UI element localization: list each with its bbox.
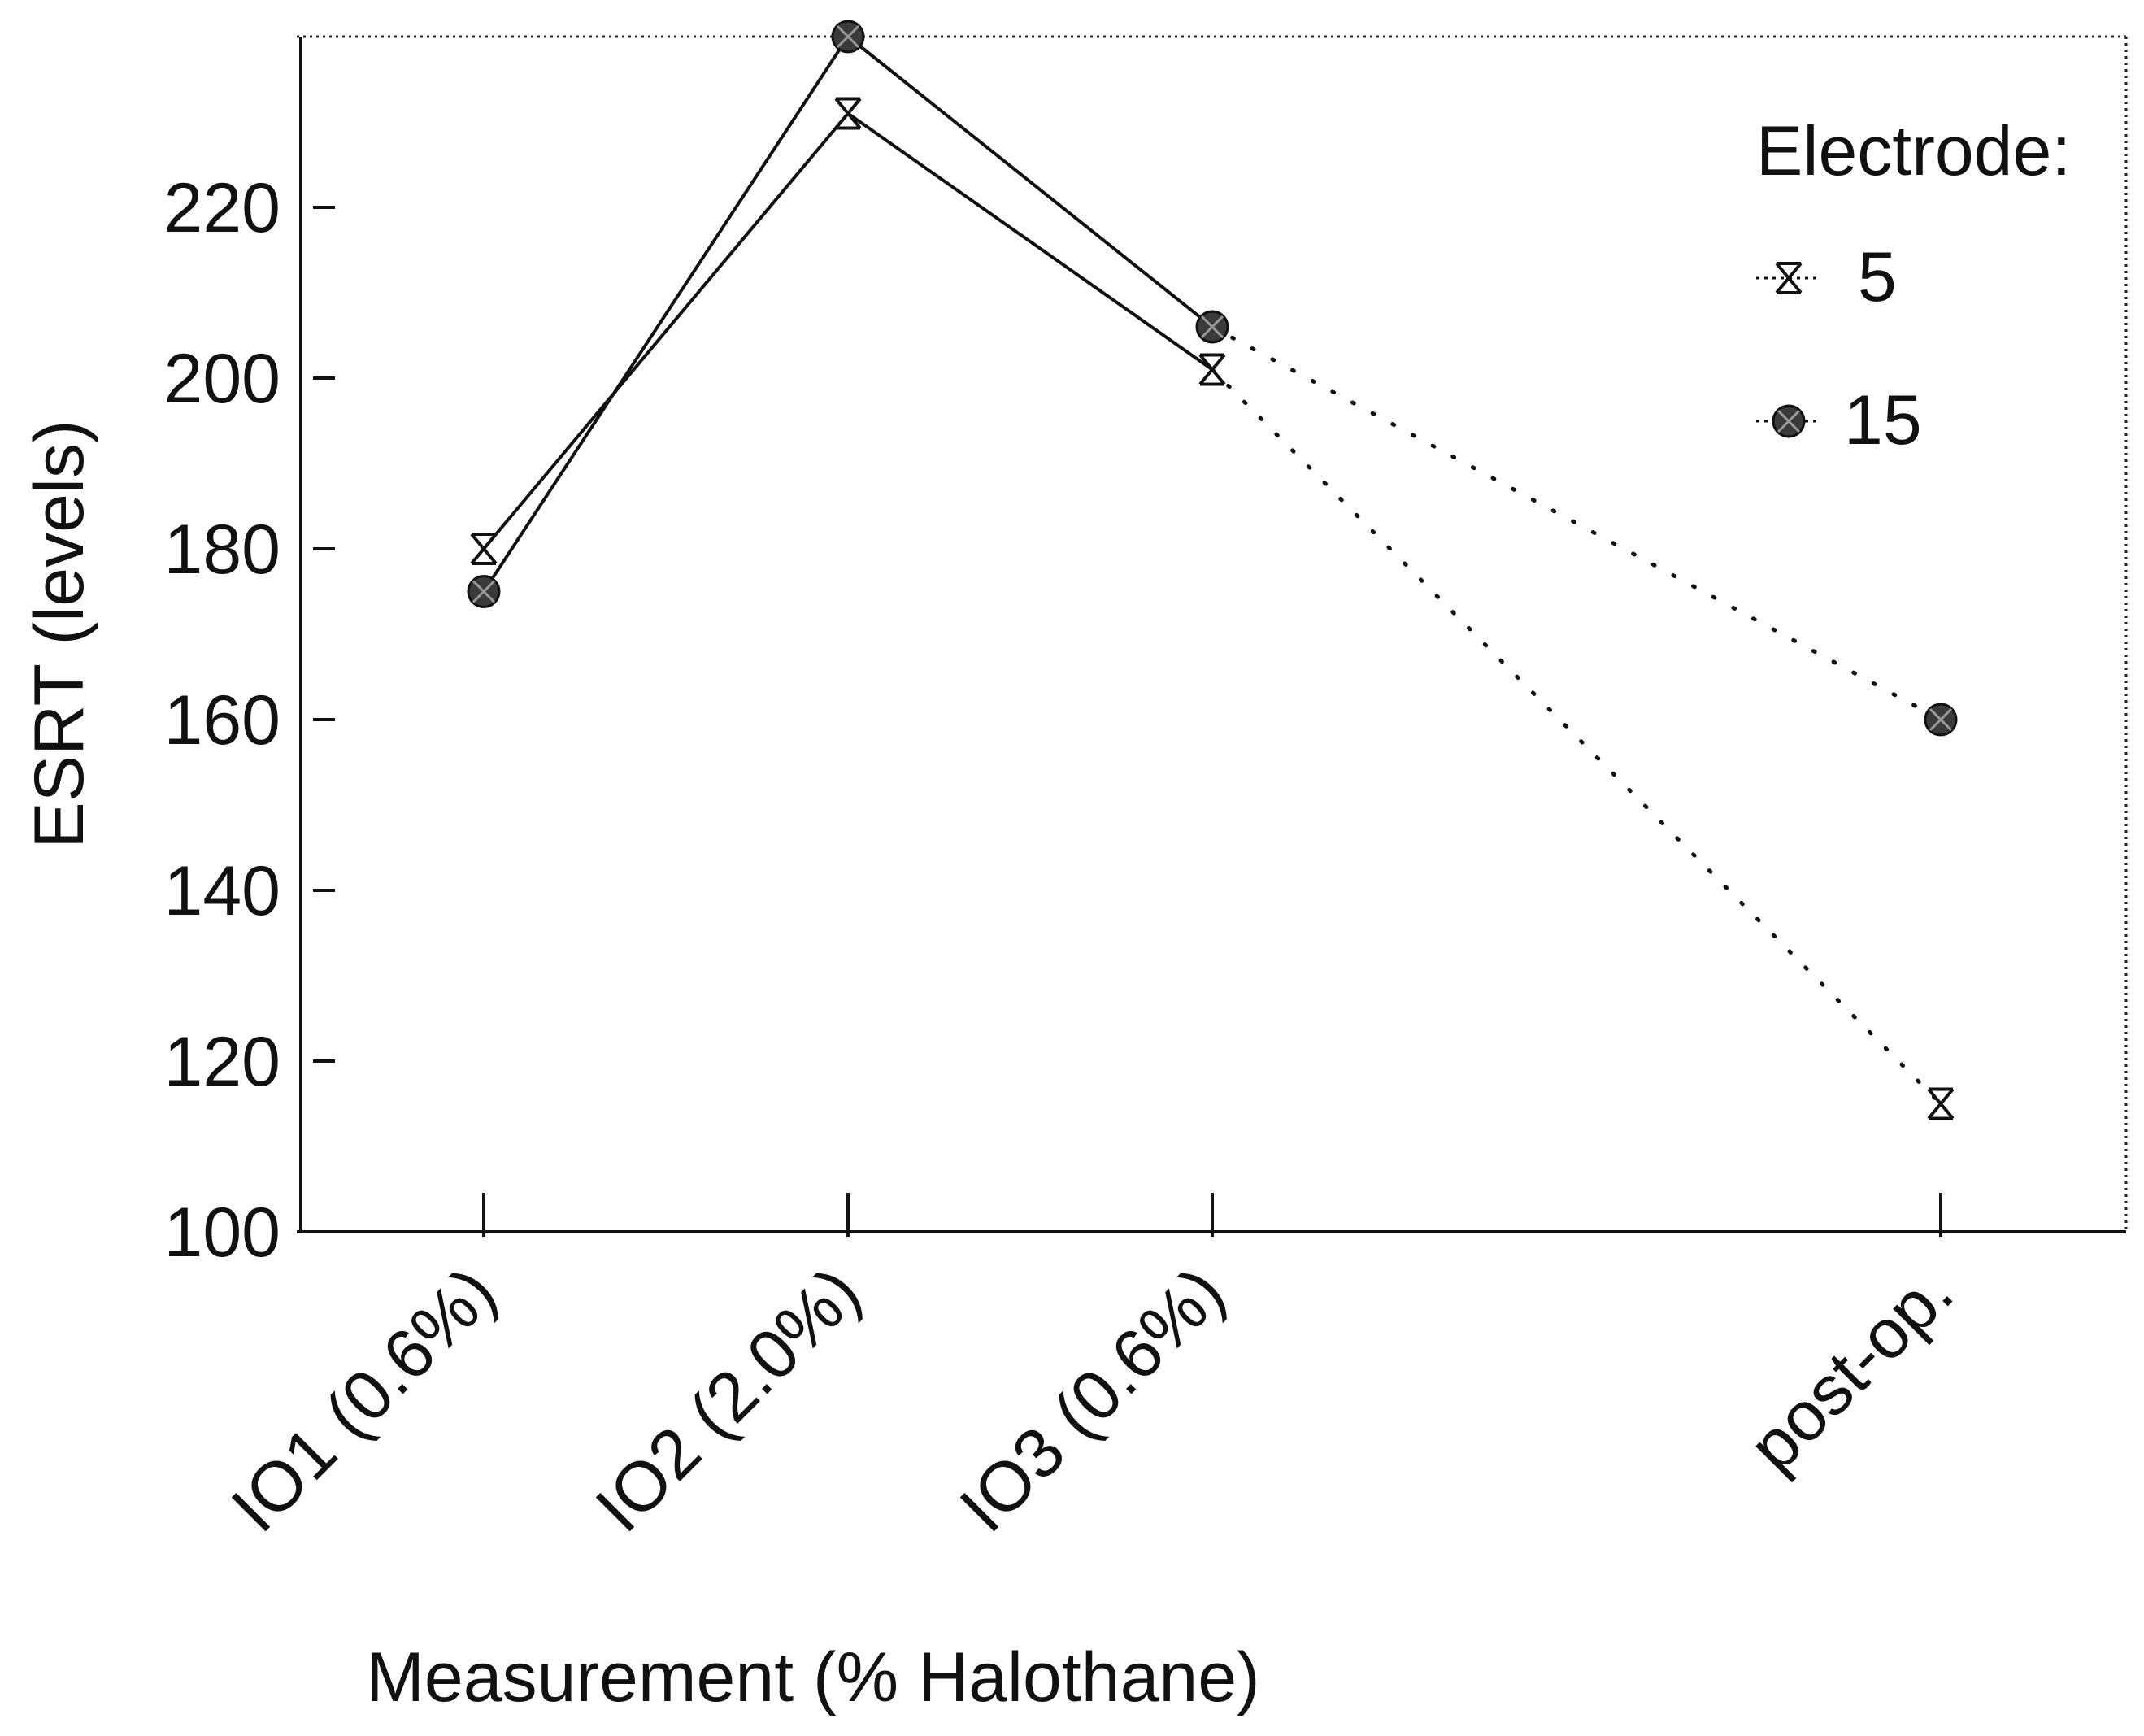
series-5: [470, 97, 1955, 1120]
marker-circle: [1924, 703, 1958, 737]
y-tick-label: 220: [164, 169, 281, 247]
marker-x: [834, 97, 862, 130]
marker-x-diag-b: [1198, 354, 1226, 385]
marker-circle-hatch-b: [1929, 707, 1953, 732]
series-15: [467, 20, 1958, 737]
y-tick-label: 140: [164, 852, 281, 930]
series-layer: [467, 20, 1958, 1120]
plot-frame: [297, 35, 2128, 1232]
marker-x-diag-b: [834, 98, 862, 129]
marker-x: [470, 533, 498, 565]
marker-x-diag-b: [1927, 1088, 1955, 1120]
y-tick-label: 160: [164, 681, 281, 759]
marker-x-diag-b: [1775, 262, 1803, 294]
x-tick-label: post-op.: [1734, 1253, 1968, 1487]
legend-label: 15: [1844, 381, 1922, 459]
marker-circle: [467, 575, 501, 608]
marker-circle: [831, 20, 865, 54]
x-ticks: IO1 (0.6%) IO2 (2.0%) IO3 (0.6%) post-op.: [217, 1193, 1968, 1547]
y-tick-label: 100: [164, 1194, 281, 1272]
series-segment-dotted: [1210, 324, 1943, 722]
series-segment: [482, 35, 850, 593]
marker-x-diag-b: [470, 533, 498, 565]
marker-x: [1927, 1087, 1955, 1120]
x-tick-label: IO1 (0.6%): [217, 1253, 511, 1547]
marker-x: [1775, 262, 1803, 294]
marker-circle-hatch-b: [1200, 315, 1224, 339]
legend: Electrode: 5 15: [1756, 112, 2071, 459]
legend-title: Electrode:: [1756, 112, 2071, 190]
marker-circle: [1772, 404, 1806, 438]
y-tick-label: 200: [164, 340, 281, 418]
x-tick-label: IO3 (0.6%): [946, 1253, 1240, 1547]
y-ticks: 100 120 140 160 180 200 220: [164, 169, 335, 1272]
y-tick-label: 120: [164, 1023, 281, 1101]
marker-circle: [1195, 310, 1229, 344]
marker-circle-hatch-b: [836, 24, 860, 49]
series-segment: [846, 35, 1214, 328]
x-axis-title: Measurement (% Halothane): [366, 1638, 1259, 1716]
marker-circle-hatch-b: [1777, 409, 1801, 433]
marker-circle-hatch-b: [472, 580, 496, 603]
series-segment: [482, 112, 850, 550]
series-segment: [846, 111, 1214, 372]
legend-entry-5: 5: [1756, 238, 1897, 316]
marker-x: [1198, 353, 1226, 386]
legend-entry-15: 15: [1756, 381, 1922, 459]
legend-label: 5: [1858, 238, 1897, 316]
x-tick-label: IO2 (2.0%): [581, 1253, 876, 1547]
y-axis-title: ESRT (levels): [20, 420, 98, 848]
series-segment-dotted: [1210, 368, 1943, 1106]
y-tick-label: 180: [164, 511, 281, 589]
